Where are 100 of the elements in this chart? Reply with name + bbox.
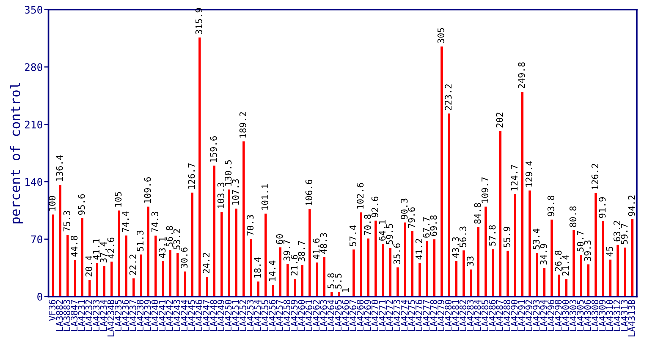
bar [191,192,194,297]
data-label: 1 [342,288,350,292]
data-label: 92.6 [372,196,379,218]
x-tick-label: LA4262 [313,300,320,332]
x-tick-label: LA4265 [335,300,342,332]
x-tick-label: LA4244 [180,300,188,332]
data-label: 48.3 [320,233,328,254]
bar [558,274,560,297]
x-tick-label: LA4249 [218,300,224,332]
x-tick-label: LA4300 [562,300,570,332]
x-tick-label: LA4256 [269,300,276,332]
bar [132,278,135,297]
x-tick-label: LA3882 [56,300,64,332]
x-tick-label: LA4251 [232,300,240,332]
data-label: 35.6 [394,244,401,264]
x-tick-label: LA4310 [606,300,614,332]
x-tick-label: LA4273 [394,300,401,332]
bar [316,262,318,297]
data-label: 189.2 [240,112,246,138]
data-label: 90.3 [401,198,408,220]
data-label: 38.7 [298,241,306,262]
bar [528,190,532,297]
data-label: 33 [467,256,474,266]
bar [220,212,223,297]
data-label: 103.3 [218,182,224,208]
data-label: 249.8 [518,62,526,89]
bar [594,193,598,297]
data-label: 94.2 [628,196,636,216]
data-label: 124.7 [511,165,518,191]
bar [162,261,164,297]
x-tick-label: LA4234B [108,300,114,337]
data-label: 159.6 [210,136,218,162]
data-label: 5.8 [328,274,335,289]
bar [272,284,274,297]
bar [96,263,98,297]
data-label: 80.8 [570,206,577,228]
x-tick-label: LA4238 [136,300,144,332]
y-axis-title: percent of control [10,83,23,224]
data-label: 50.7 [577,231,584,252]
x-tick-label: LA4267 [350,300,357,332]
x-tick-label: LA4303 [570,300,577,332]
x-tick-label: LA4248 [210,300,218,332]
x-tick-label: LA4246 [196,300,202,332]
bar [462,250,465,297]
bar [228,190,230,297]
x-tick-label: LA4313 [621,300,628,332]
data-label: 69.8 [430,216,438,236]
bar [404,222,406,297]
data-label: 106.6 [306,180,313,206]
data-label: 63.2 [614,221,621,242]
x-tick-label: LA4293 [533,300,540,332]
data-label: 60 [276,234,284,244]
bar [433,240,436,297]
y-tick-label: 140 [26,178,43,186]
data-label: 105 [114,192,122,207]
data-label: 202 [496,112,504,128]
data-label: 109.7 [482,178,489,203]
x-tick-label: LA4234 [100,300,108,332]
x-tick-label: LA4255 [262,300,269,332]
data-label: 55.9 [504,227,511,248]
bar [550,220,554,297]
data-label: 67.7 [423,217,430,238]
data-label: 74.4 [122,212,130,232]
data-label: 75.3 [64,211,70,232]
data-label: 56.3 [460,226,467,248]
x-tick-label: LA4284 [474,300,482,332]
x-tick-label: LA4237 [130,300,136,332]
data-label: 39.7 [284,240,291,261]
data-label: 14.4 [269,260,276,282]
bar [580,255,582,297]
x-tick-label: LA4239 [144,300,152,332]
x-tick-label: LA4242 [166,300,174,332]
y-tick-label: 70 [31,236,43,244]
data-label: 79.6 [408,208,416,228]
x-tick-label: LA4305 [577,300,584,332]
bar [52,214,54,297]
x-tick-label: LA4245 [188,300,196,332]
bar [367,238,370,297]
data-label: 5.5 [335,274,342,289]
x-tick-label: LA4271 [379,300,386,332]
x-tick-label: LA4313B [628,300,636,337]
bar [250,239,252,297]
data-label: 20.4 [86,256,92,277]
x-tick-label: LA4263 [320,300,328,332]
data-label: 51.3 [136,230,144,252]
bar [74,260,76,297]
x-tick-label: LA4235 [114,300,122,332]
x-tick-label: LA4282 [460,300,467,332]
x-tick-label: LA4277 [423,300,430,332]
x-tick-label: LA4281 [452,300,460,332]
data-label: 305 [438,28,445,44]
x-tick-label: LA4280 [445,300,452,332]
data-label: 59.5 [386,224,394,245]
y-tick-label: 280 [25,63,43,72]
x-tick-label: LA4269 [364,300,372,332]
x-tick-label: LA4270 [372,300,379,332]
x-tick-label: LA4274 [401,300,408,332]
x-tick-label: LA4252 [240,300,246,332]
x-tick-label: LA4247 [202,300,210,332]
data-label: 109.6 [144,178,152,204]
